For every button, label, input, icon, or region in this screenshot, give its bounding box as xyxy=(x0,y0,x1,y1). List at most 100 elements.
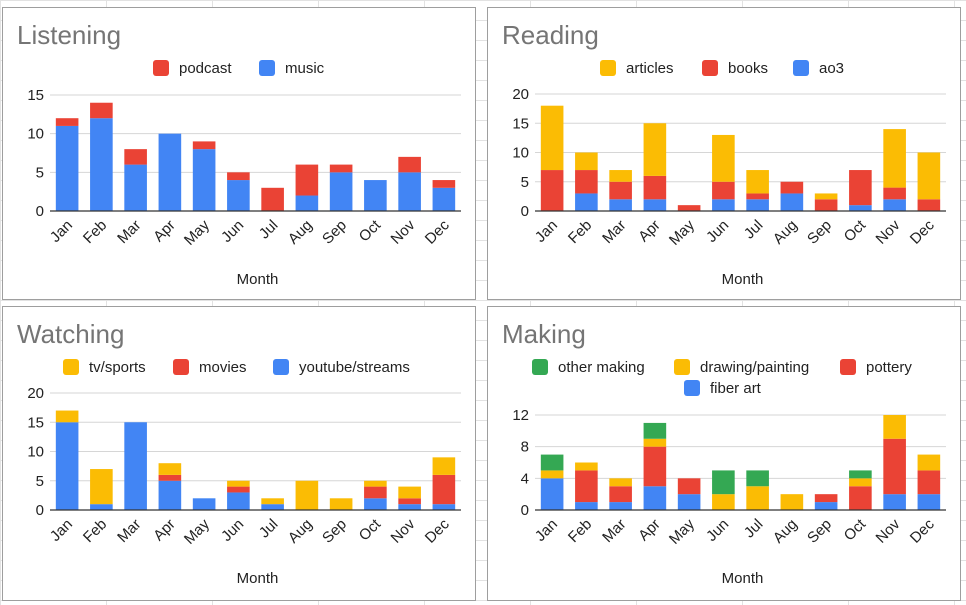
listening-bar-feb-music[interactable] xyxy=(90,118,113,211)
watching-legend-label-tv-sports[interactable]: tv/sports xyxy=(89,359,146,376)
watching-bar-nov-youtube-streams[interactable] xyxy=(398,504,421,510)
reading-bar-aug-ao3[interactable] xyxy=(780,193,804,211)
reading-bar-dec-books[interactable] xyxy=(917,199,941,211)
watching-bar-dec-movies[interactable] xyxy=(432,474,456,505)
reading-bar-apr-articles[interactable] xyxy=(643,123,667,176)
listening-legend-swatch-podcast[interactable] xyxy=(153,60,169,76)
listening-bar-nov-music[interactable] xyxy=(398,172,421,211)
watching-bar-mar-youtube-streams[interactable] xyxy=(124,422,147,510)
reading-bar-feb-articles[interactable] xyxy=(575,152,598,171)
watching-bar-jun-movies[interactable] xyxy=(227,486,250,493)
reading-bar-jun-books[interactable] xyxy=(712,181,735,200)
reading-bar-oct-ao3[interactable] xyxy=(849,205,872,211)
reading-bar-apr-books[interactable] xyxy=(643,175,667,200)
making-bar-oct-other-making[interactable] xyxy=(849,470,872,479)
reading-bar-aug-books[interactable] xyxy=(780,181,804,194)
making-bar-sep-pottery[interactable] xyxy=(814,494,838,503)
reading-bar-jan-articles[interactable] xyxy=(540,105,564,171)
making-bar-mar-drawing-painting[interactable] xyxy=(609,478,632,487)
making-bar-jan-fiber-art[interactable] xyxy=(540,478,564,510)
listening-bar-sep-music[interactable] xyxy=(329,172,353,211)
watching-bar-apr-movies[interactable] xyxy=(158,474,182,481)
reading-bar-mar-ao3[interactable] xyxy=(609,199,632,211)
reading-legend-label-articles[interactable]: articles xyxy=(626,60,674,77)
making-bar-apr-fiber-art[interactable] xyxy=(643,486,667,510)
reading-legend-swatch-ao3[interactable] xyxy=(793,60,809,76)
listening-bar-jan-podcast[interactable] xyxy=(55,118,79,126)
watching-bar-jul-youtube-streams[interactable] xyxy=(261,504,284,510)
listening-bar-apr-music[interactable] xyxy=(158,133,182,211)
listening-bar-jun-podcast[interactable] xyxy=(227,172,250,181)
reading-legend-label-books[interactable]: books xyxy=(728,60,768,77)
reading-bar-apr-ao3[interactable] xyxy=(643,199,667,211)
reading-bar-dec-articles[interactable] xyxy=(917,152,941,200)
making-legend-swatch-other-making[interactable] xyxy=(532,359,548,375)
listening-bar-nov-podcast[interactable] xyxy=(398,156,421,173)
making-bar-feb-drawing-painting[interactable] xyxy=(575,462,598,471)
making-bar-nov-fiber-art[interactable] xyxy=(883,494,906,510)
watching-bar-oct-movies[interactable] xyxy=(364,486,387,499)
listening-legend-label-podcast[interactable]: podcast xyxy=(179,60,232,77)
listening-bar-feb-podcast[interactable] xyxy=(90,102,113,119)
making-bar-aug-drawing-painting[interactable] xyxy=(780,494,804,510)
watching-bar-feb-tv-sports[interactable] xyxy=(90,469,113,505)
watching-bar-feb-youtube-streams[interactable] xyxy=(90,504,113,510)
reading-bar-sep-books[interactable] xyxy=(814,199,838,211)
listening-bar-oct-music[interactable] xyxy=(364,180,387,211)
making-bar-dec-pottery[interactable] xyxy=(917,470,941,495)
listening-legend-swatch-music[interactable] xyxy=(259,60,275,76)
making-bar-jun-drawing-painting[interactable] xyxy=(712,494,735,510)
reading-bar-nov-books[interactable] xyxy=(883,187,906,200)
reading-bar-may-books[interactable] xyxy=(677,205,701,211)
reading-legend-swatch-articles[interactable] xyxy=(600,60,616,76)
making-bar-jan-drawing-painting[interactable] xyxy=(540,470,564,479)
making-bar-dec-fiber-art[interactable] xyxy=(917,494,941,510)
watching-legend-swatch-tv-sports[interactable] xyxy=(63,359,79,375)
listening-bar-dec-music[interactable] xyxy=(432,187,456,211)
making-bar-mar-fiber-art[interactable] xyxy=(609,502,632,510)
watching-bar-jan-tv-sports[interactable] xyxy=(55,410,79,423)
making-bar-oct-drawing-painting[interactable] xyxy=(849,478,872,487)
watching-bar-oct-youtube-streams[interactable] xyxy=(364,498,387,510)
watching-legend-label-movies[interactable]: movies xyxy=(199,359,247,376)
watching-bar-may-youtube-streams[interactable] xyxy=(192,498,216,510)
making-bar-jun-other-making[interactable] xyxy=(712,470,735,495)
watching-bar-jan-youtube-streams[interactable] xyxy=(55,422,79,510)
watching-bar-dec-tv-sports[interactable] xyxy=(432,457,456,475)
watching-bar-dec-youtube-streams[interactable] xyxy=(432,504,456,510)
reading-bar-oct-books[interactable] xyxy=(849,170,872,206)
making-bar-nov-drawing-painting[interactable] xyxy=(883,415,906,439)
reading-bar-sep-articles[interactable] xyxy=(814,193,838,200)
watching-legend-label-youtube-streams[interactable]: youtube/streams xyxy=(299,359,410,376)
reading-legend-label-ao3[interactable]: ao3 xyxy=(819,60,844,77)
making-legend-label-drawing-painting[interactable]: drawing/painting xyxy=(700,359,809,376)
making-bar-sep-fiber-art[interactable] xyxy=(814,502,838,510)
watching-bar-apr-tv-sports[interactable] xyxy=(158,463,182,475)
reading-bar-mar-articles[interactable] xyxy=(609,170,632,182)
listening-bar-jul-podcast[interactable] xyxy=(261,187,284,211)
listening-bar-mar-music[interactable] xyxy=(124,164,147,211)
listening-bar-mar-podcast[interactable] xyxy=(124,149,147,165)
reading-bar-nov-ao3[interactable] xyxy=(883,199,906,211)
making-bar-nov-pottery[interactable] xyxy=(883,438,906,495)
watching-bar-jun-youtube-streams[interactable] xyxy=(227,492,250,510)
making-legend-swatch-drawing-painting[interactable] xyxy=(674,359,690,375)
making-bar-feb-pottery[interactable] xyxy=(575,470,598,503)
making-legend-label-fiber-art[interactable]: fiber art xyxy=(710,380,762,397)
watching-legend-swatch-movies[interactable] xyxy=(173,359,189,375)
watching-bar-apr-youtube-streams[interactable] xyxy=(158,480,182,510)
watching-bar-sep-tv-sports[interactable] xyxy=(329,498,353,510)
making-legend-swatch-pottery[interactable] xyxy=(840,359,856,375)
making-bar-apr-other-making[interactable] xyxy=(643,422,667,439)
reading-bar-feb-books[interactable] xyxy=(575,170,598,194)
watching-bar-nov-movies[interactable] xyxy=(398,498,421,505)
making-bar-apr-drawing-painting[interactable] xyxy=(643,438,667,447)
making-bar-mar-pottery[interactable] xyxy=(609,486,632,503)
reading-legend-swatch-books[interactable] xyxy=(702,60,718,76)
making-bar-feb-fiber-art[interactable] xyxy=(575,502,598,510)
watching-bar-jul-tv-sports[interactable] xyxy=(261,498,284,505)
making-legend-label-other-making[interactable]: other making xyxy=(558,359,645,376)
watching-bar-oct-tv-sports[interactable] xyxy=(364,480,387,487)
reading-bar-mar-books[interactable] xyxy=(609,181,632,200)
chart-listening[interactable]: Listening podcast music 0 5 10 15 Jan Feb Mar Apr M… xyxy=(2,7,476,300)
